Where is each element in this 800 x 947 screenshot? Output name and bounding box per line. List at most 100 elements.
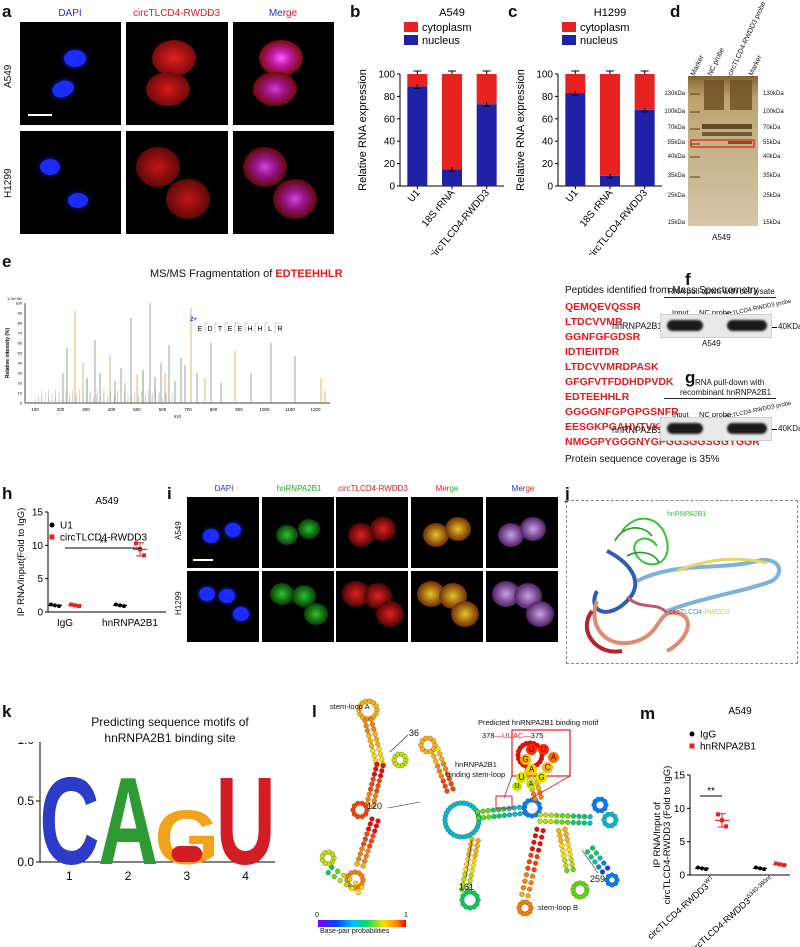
- y-tick-label: 0: [547, 182, 553, 193]
- y-tick-label: 100: [15, 301, 22, 306]
- peptide-3: IDTIEIITDR: [565, 346, 620, 358]
- nucleotide: [564, 868, 570, 874]
- nucleotide: [597, 855, 603, 861]
- logo-letter-U: U: [216, 752, 276, 891]
- panel-j-protein-label: hnRNPA2B1: [667, 511, 707, 518]
- panel-f-size: 40KDa: [778, 322, 800, 331]
- bar-cytoplasm: [634, 74, 655, 110]
- charge-label: 2+: [190, 317, 197, 323]
- nucleotide: [465, 856, 471, 862]
- x-tick-label: 18S rRNA: [578, 188, 616, 230]
- bar-nucleus: [600, 175, 620, 186]
- y-tick-label: 60: [18, 341, 23, 346]
- y-tick-label: 20: [542, 159, 554, 170]
- nucleotide: [543, 812, 549, 818]
- x-axis-label: m/z: [174, 414, 182, 418]
- panel-letter-e: e: [2, 252, 12, 271]
- nucleotide: [441, 761, 447, 767]
- panel-letter-m: m: [640, 704, 656, 723]
- panel-l-cbar-max: 1: [404, 912, 408, 919]
- nucleotide: [475, 809, 481, 815]
- nucleotide: [557, 833, 563, 839]
- nucleotide: [365, 796, 371, 802]
- nucleotide: [530, 873, 536, 879]
- panel-letter-j: j: [565, 484, 570, 503]
- nucleotide: [556, 828, 562, 834]
- nucleotide: [353, 880, 359, 886]
- nucleotide: [373, 793, 379, 799]
- panel-a-image-circ-h1299: [126, 131, 228, 234]
- panel-f-title: RNA pull-down with cell lysate: [668, 287, 775, 296]
- panel-i-row-a549: A549: [174, 521, 183, 540]
- panel-g-title-line: [664, 398, 776, 399]
- nucleotide: [436, 768, 443, 774]
- panel-letter-b: b: [350, 2, 361, 21]
- nucleotide: [363, 803, 369, 809]
- panel-i-col-hnrnp: hnRNPA2B1: [276, 484, 322, 493]
- panel-l-binding-2: binding stem-loop: [446, 770, 506, 779]
- panel-f-blot: [660, 314, 772, 338]
- data-point: [762, 867, 766, 872]
- nucleotide: [525, 865, 531, 871]
- nucleotide: [373, 736, 379, 742]
- nucleotide: [576, 820, 582, 826]
- nucleotide: [533, 860, 539, 866]
- chart-title: A549: [439, 7, 465, 19]
- y-tick-label: 80: [542, 92, 554, 103]
- panel-e-spectrum: 1.2e+06 0 10 20 30 40 50 60 70 80 90 100 100 200 300 40…: [5, 296, 330, 418]
- legend-swatch-cytoplasm: [562, 22, 576, 32]
- legend-swatch-nucleus: [404, 35, 418, 45]
- nucleotide: [535, 785, 541, 791]
- nucleotide: [450, 786, 456, 792]
- nucleotide: [379, 756, 385, 762]
- peptide-6: EDTEEHHLR: [565, 391, 630, 403]
- data-point: [754, 865, 758, 870]
- x-tick-label: 200: [57, 407, 65, 412]
- nucleotide: [362, 718, 368, 724]
- panel-i-col-dapi: DAPI: [214, 484, 234, 493]
- nucleotide: [363, 811, 369, 817]
- data-point: [49, 602, 53, 607]
- nucleotide: [371, 726, 377, 732]
- x-tick-label: 500: [133, 407, 141, 412]
- chart-title: H1299: [594, 7, 626, 19]
- x-tick-label: U1: [406, 188, 423, 205]
- nucleotide: [469, 868, 475, 874]
- nucleotide: [431, 746, 437, 752]
- y-tick-label: 0: [679, 871, 685, 882]
- y-tick-label: 5: [679, 837, 685, 848]
- y-tick-label: 40: [542, 137, 554, 148]
- y-tick-label: 60: [384, 114, 396, 125]
- nucleotide: [527, 901, 533, 908]
- panel-d-gel: [688, 76, 758, 226]
- nucleotide: [439, 756, 445, 762]
- nucleotide: [592, 859, 598, 865]
- nucleotide: [362, 836, 368, 842]
- panel-j-structure: hnRNPA2B1 circTLCD4-RWDD3: [566, 500, 798, 664]
- panel-l-cbar-label: Base-pair probabilities: [320, 928, 390, 935]
- nucleotide: [431, 738, 437, 744]
- nucleotide: [331, 874, 337, 880]
- nucleotide: [566, 846, 572, 852]
- panel-letter-h: h: [2, 484, 13, 503]
- sequence-residue: E: [238, 326, 243, 333]
- nucleotide: [375, 741, 381, 747]
- peptide-5: GFGFVTFDDHDPVDK: [565, 376, 674, 388]
- panel-i-col-circ: circTLCD4-RWDD3: [338, 484, 408, 493]
- y-tick-label: 1.0: [17, 742, 34, 747]
- nucleotide: [355, 800, 361, 806]
- nucleotide: [512, 811, 518, 817]
- x-tick-label: 1000: [259, 407, 270, 412]
- y-tick-label: 100: [378, 70, 395, 81]
- y-tick-label: 0.5: [17, 794, 34, 808]
- nucleotide: [559, 813, 565, 819]
- x-tick-label: IgG: [57, 618, 73, 629]
- nucleotide: [529, 846, 535, 852]
- nucleotide: [581, 820, 587, 826]
- nucleotide: [570, 819, 576, 826]
- panel-i-merge2-a549: [486, 497, 558, 568]
- y-top-label: 1.2e+06: [7, 296, 22, 301]
- panel-e-title: MS/MS Fragmentation of EDTEEHHLR: [150, 268, 343, 280]
- y-tick-label: 60: [542, 114, 554, 125]
